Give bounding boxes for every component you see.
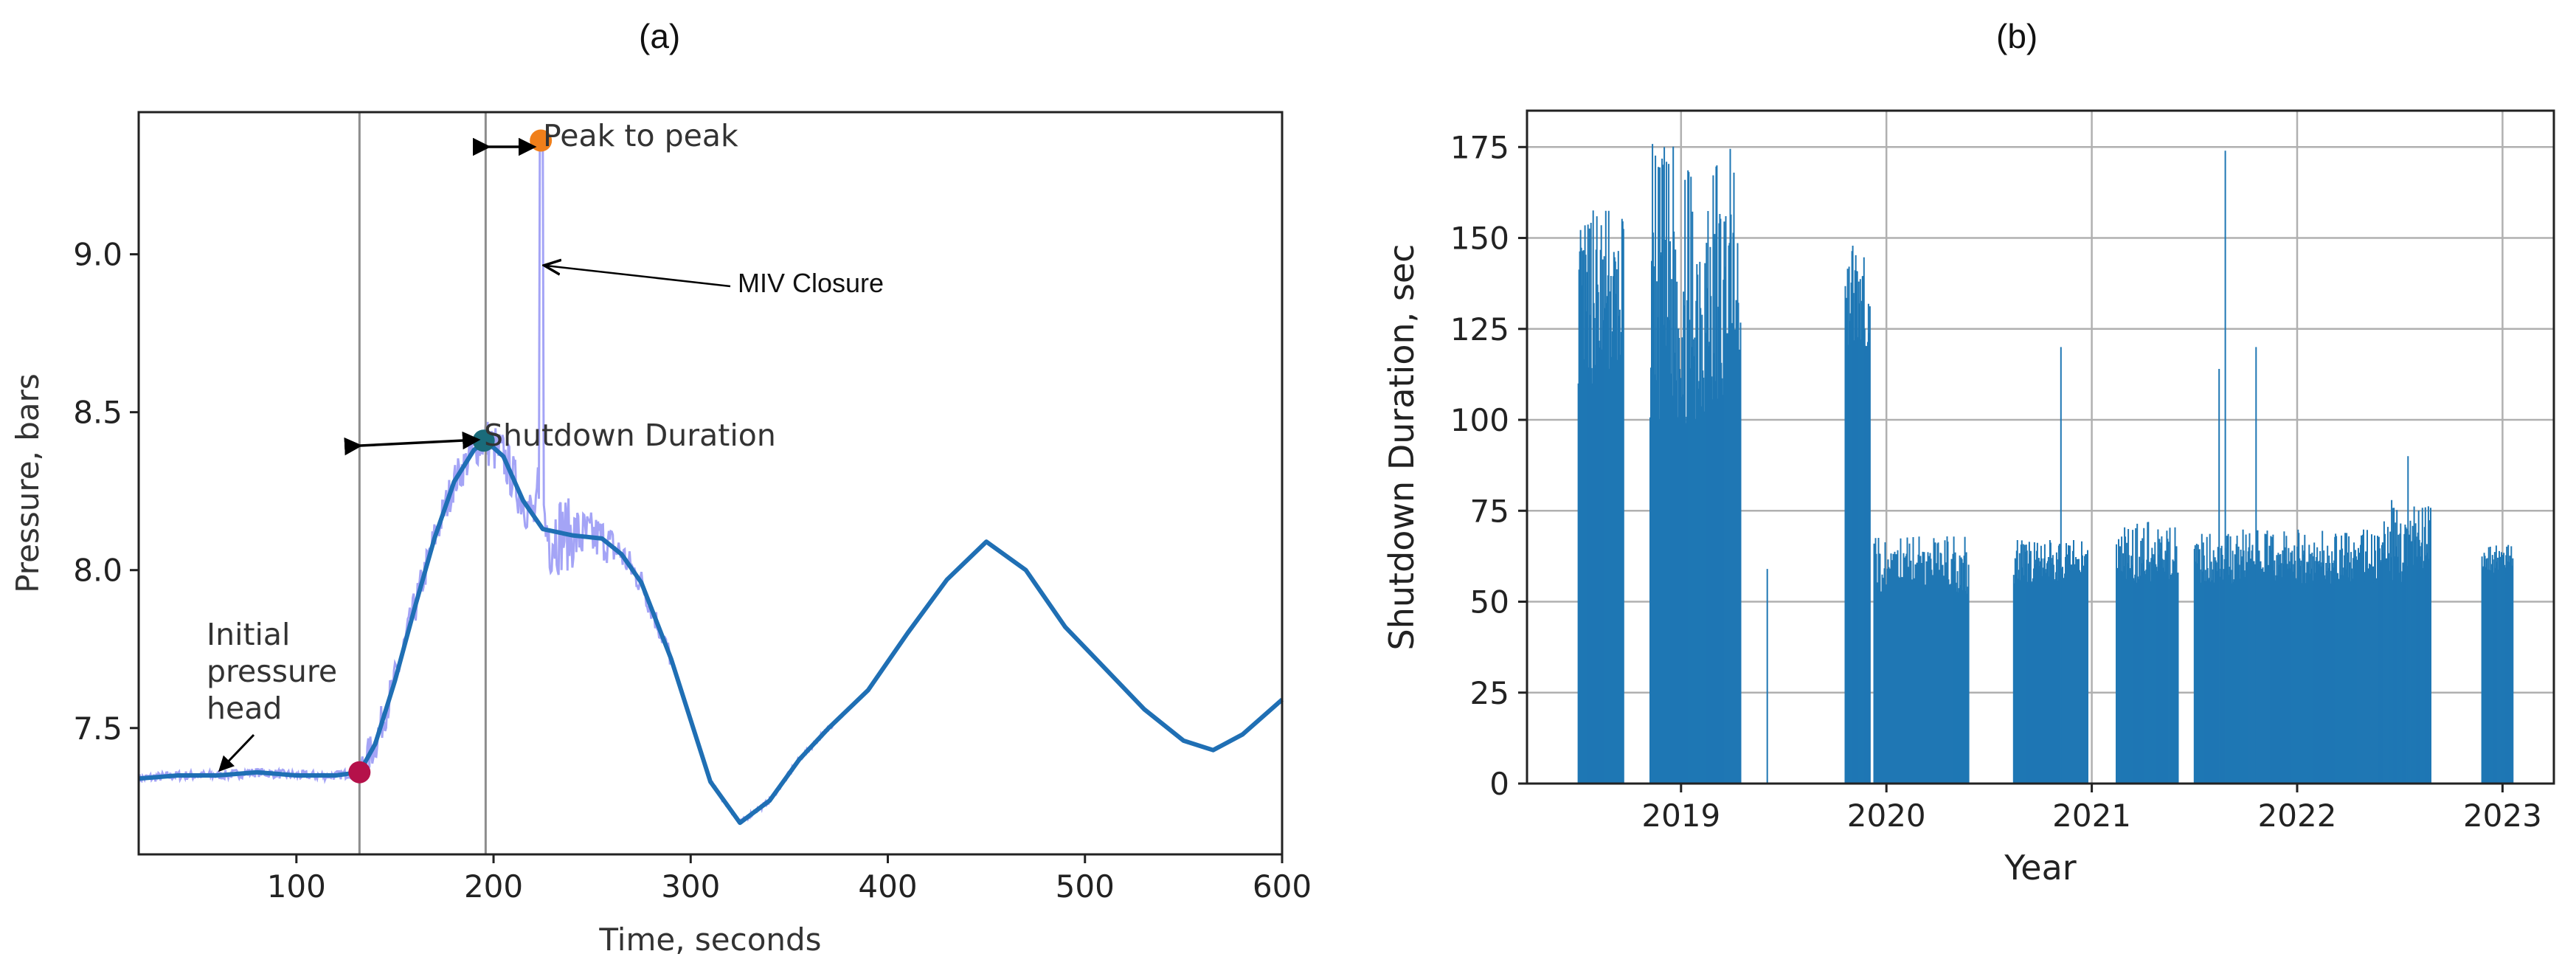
y-tick-label-b: 100 bbox=[1450, 402, 1509, 438]
panel-label-b: (b) bbox=[1996, 17, 2038, 55]
marker-point-1 bbox=[348, 761, 371, 784]
y-axis-label-b: Shutdown Duration, sec bbox=[1382, 244, 1422, 651]
annotation-initial-line2: pressure bbox=[207, 654, 337, 689]
y-tick-label-a: 9.0 bbox=[73, 237, 122, 273]
annotation-initial-line1: Initial bbox=[207, 617, 290, 652]
x-axis-label-a: Time, seconds bbox=[598, 922, 821, 958]
y-tick-label-b: 75 bbox=[1470, 493, 1509, 529]
annotation-peak-to-peak: Peak to peak bbox=[543, 118, 738, 153]
y-tick-label-b: 150 bbox=[1450, 221, 1509, 257]
y-tick-label-b: 125 bbox=[1450, 311, 1509, 348]
panel-label-a: (a) bbox=[639, 17, 681, 55]
x-tick-label-a: 300 bbox=[661, 868, 720, 905]
initial-head-arrow bbox=[218, 733, 255, 772]
x-tick-label-a: 200 bbox=[464, 868, 523, 905]
annotation-shutdown-duration: Shutdown Duration bbox=[484, 418, 776, 453]
x-tick-label-a: 600 bbox=[1253, 868, 1312, 905]
y-tick-label-a: 7.5 bbox=[73, 711, 122, 747]
x-tick-label-b: 2023 bbox=[2463, 798, 2542, 834]
annotation-miv-closure: MIV Closure bbox=[738, 268, 884, 298]
x-tick-label-a: 500 bbox=[1056, 868, 1115, 905]
y-tick-label-b: 25 bbox=[1470, 675, 1509, 711]
annotation-initial-line3: head bbox=[207, 691, 282, 726]
y-tick-label-a: 8.0 bbox=[73, 553, 122, 589]
x-tick-label-a: 100 bbox=[267, 868, 326, 905]
plot-frame-a bbox=[137, 111, 1284, 856]
x-tick-label-b: 2019 bbox=[1641, 798, 1720, 834]
y-tick-label-b: 50 bbox=[1470, 584, 1509, 620]
x-tick-label-b: 2022 bbox=[2258, 798, 2337, 834]
y-tick-label-b: 175 bbox=[1450, 129, 1509, 165]
y-tick-label-b: 0 bbox=[1489, 766, 1509, 802]
smoothed-pressure-line bbox=[138, 438, 1284, 826]
x-tick-label-b: 2021 bbox=[2052, 798, 2131, 834]
x-tick-label-b: 2020 bbox=[1847, 798, 1926, 834]
plot-frame-b bbox=[1526, 109, 2555, 785]
shutdown-duration-arrow bbox=[344, 431, 481, 456]
miv-closure-arrow bbox=[546, 266, 731, 288]
x-tick-label-a: 400 bbox=[858, 868, 917, 905]
shutdown-bars bbox=[1577, 144, 2514, 784]
y-tick-label-a: 8.5 bbox=[73, 395, 122, 431]
y-axis-label-a: Pressure, bars bbox=[10, 373, 46, 593]
x-axis-label-b: Year bbox=[2004, 848, 2076, 888]
